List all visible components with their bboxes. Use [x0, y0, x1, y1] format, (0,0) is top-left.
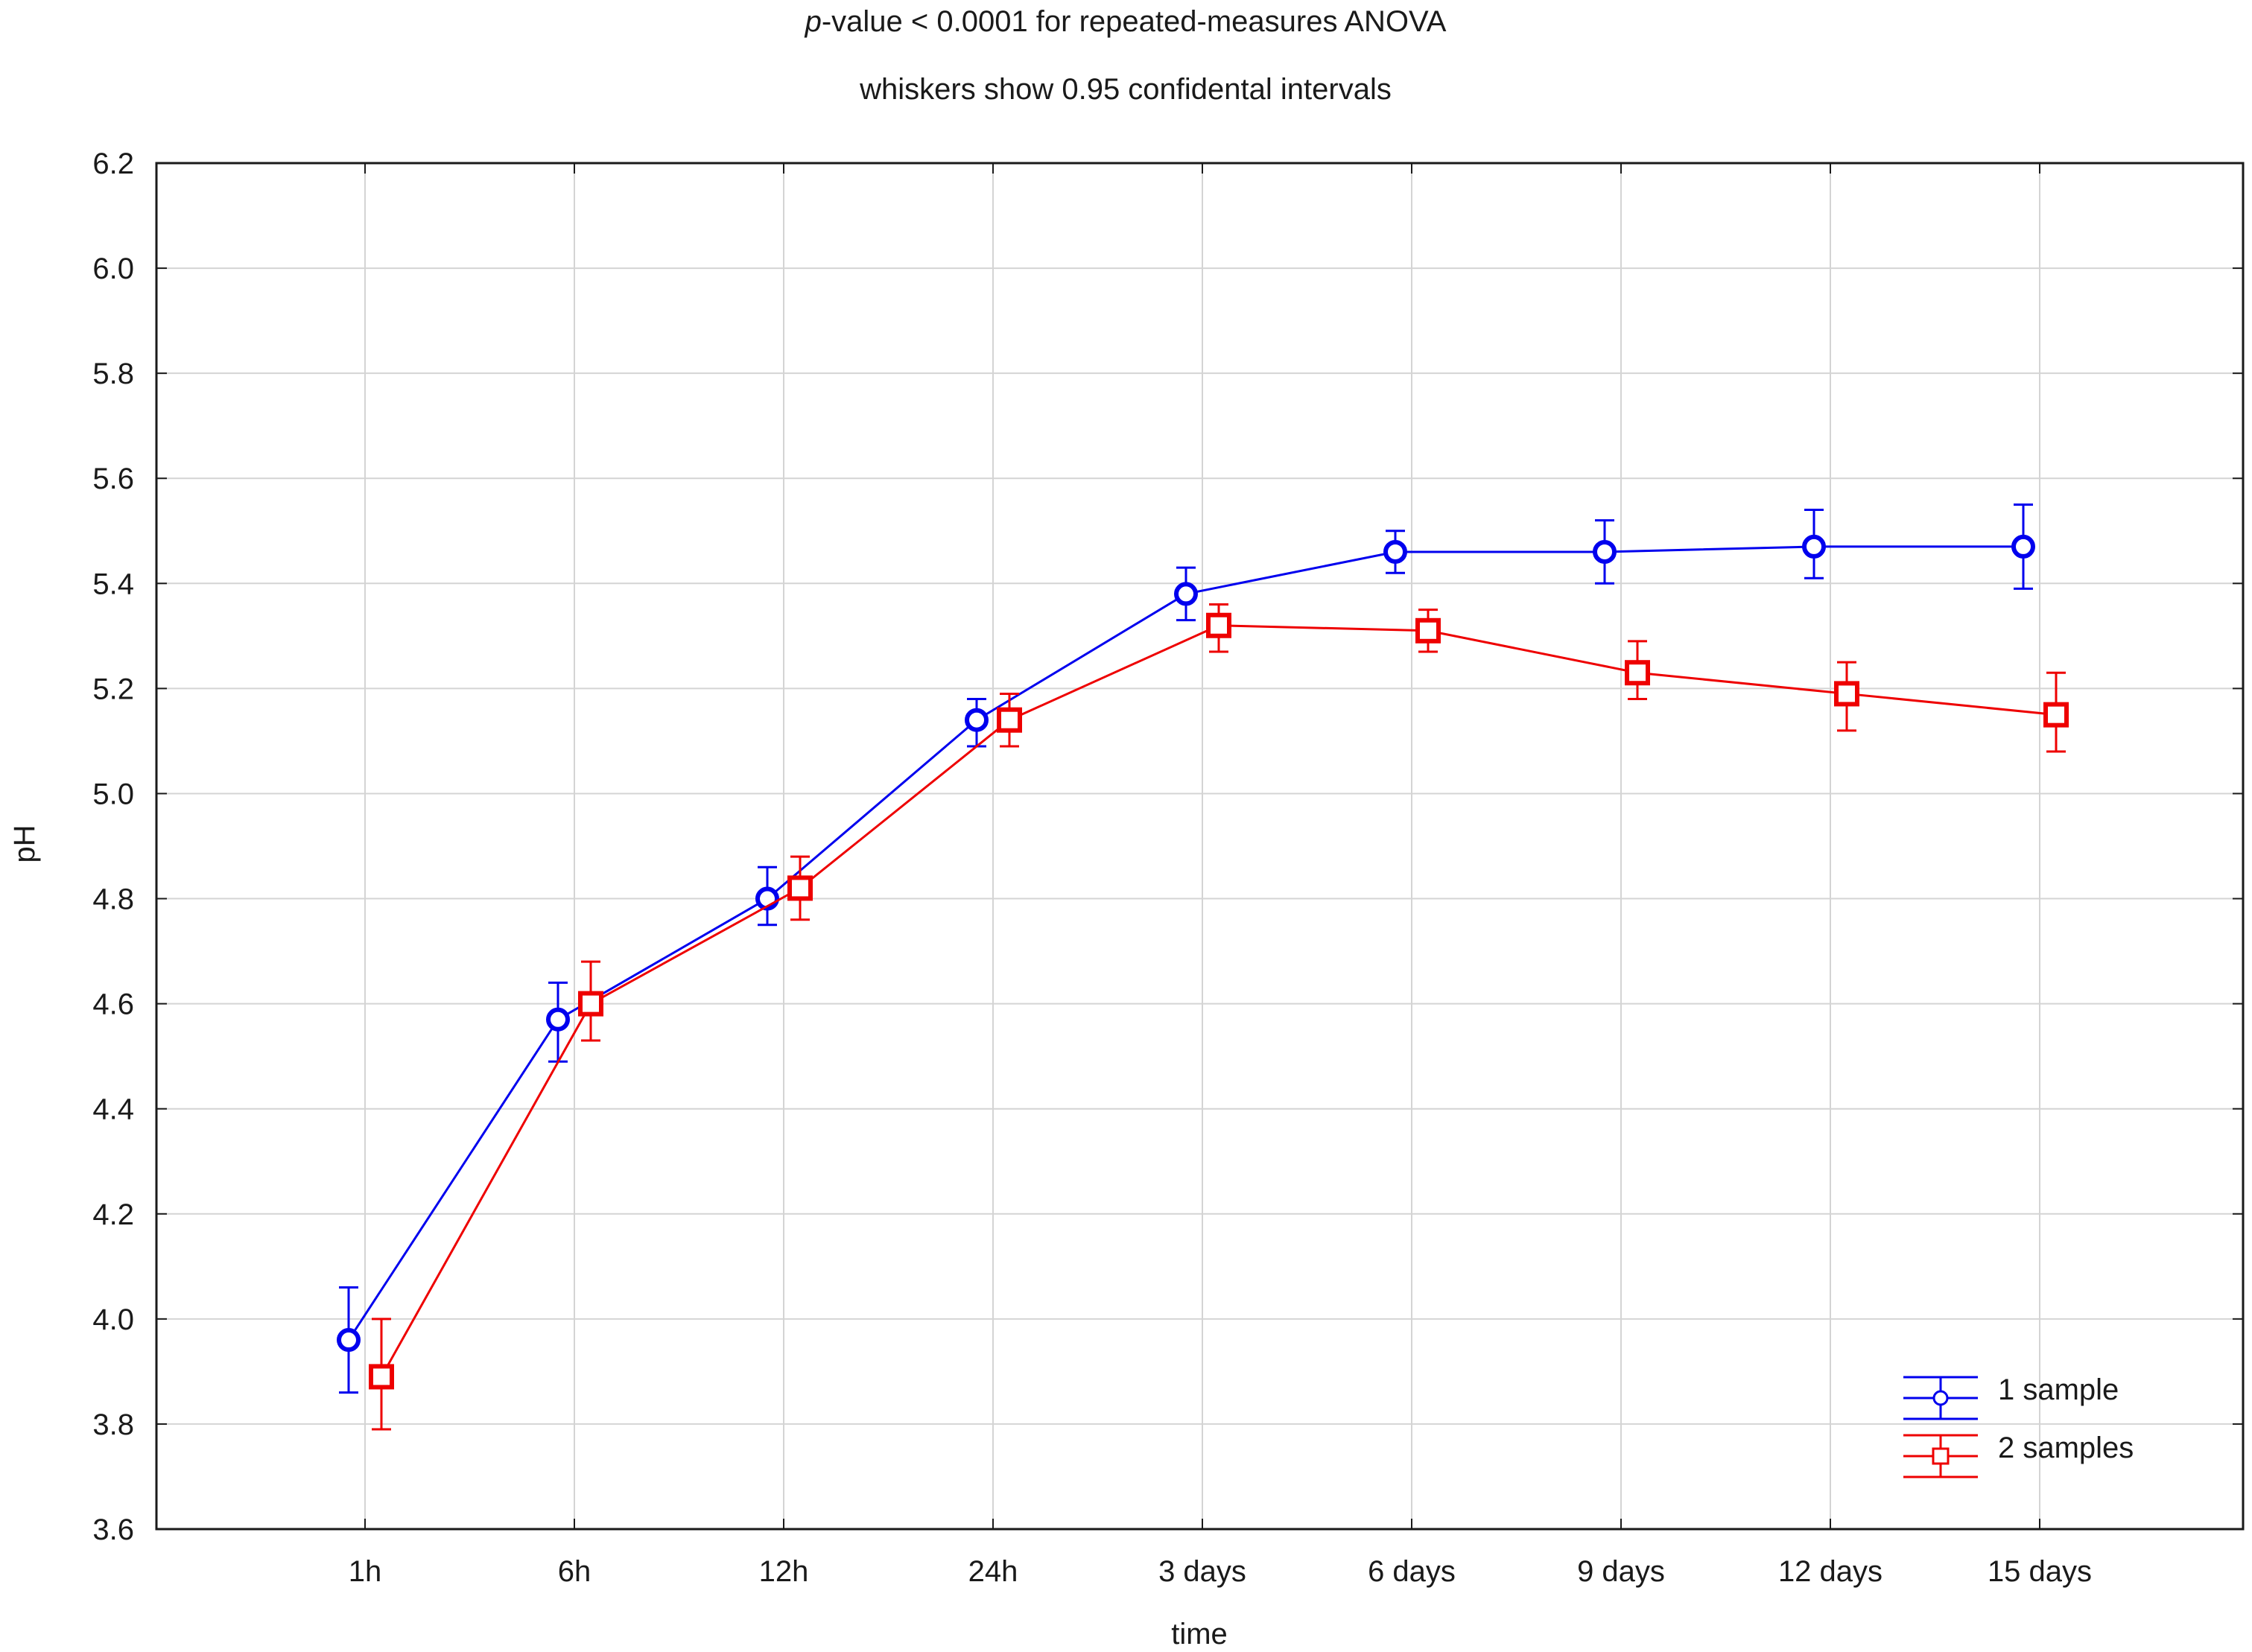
- data-point: [2011, 534, 2035, 559]
- series-2: [369, 603, 2069, 1431]
- y-tick-label: 5.8: [92, 358, 134, 390]
- x-tick-label: 9 days: [1577, 1555, 1665, 1588]
- plot-border: [155, 162, 2245, 1531]
- chart-title-rest: -value < 0.0001 for repeated-measures AN…: [822, 5, 1447, 38]
- data-point: [578, 991, 603, 1017]
- y-tick-label: 5.0: [92, 778, 134, 810]
- y-tick-label: 6.0: [92, 252, 134, 285]
- x-tick-label: 12h: [759, 1555, 809, 1588]
- y-tick-label: 4.6: [92, 988, 134, 1021]
- plot-frame: [155, 162, 2245, 1531]
- data-point: [1593, 539, 1617, 564]
- y-tick-label: 5.4: [92, 568, 134, 600]
- data-point: [1415, 617, 1441, 644]
- y-tick-label: 5.6: [92, 463, 134, 495]
- legend-item-1: 1 sample: [1903, 1373, 2119, 1420]
- data-point: [1206, 612, 1231, 638]
- x-axis-title: time: [1171, 1618, 1228, 1648]
- x-tick-label: 24h: [968, 1555, 1018, 1588]
- data-point: [1625, 660, 1650, 686]
- y-tick-label: 4.0: [92, 1303, 134, 1336]
- data-point: [965, 708, 989, 732]
- grid: [156, 163, 2243, 1529]
- x-tick-label: 1h: [349, 1555, 382, 1588]
- y-tick-label: 3.8: [92, 1408, 134, 1441]
- x-tick-label: 3 days: [1158, 1555, 1246, 1588]
- chart-title: p-value < 0.0001 for repeated-measures A…: [805, 5, 1447, 38]
- chart-subtitle: whiskers show 0.95 confidental intervals: [859, 73, 1392, 106]
- data-point: [1834, 681, 1859, 707]
- y-tick-label: 5.2: [92, 673, 134, 705]
- series-line: [347, 545, 2023, 1341]
- legend-item-2: 2 samples: [1903, 1432, 2134, 1478]
- series-layer: [337, 503, 2069, 1431]
- data-point: [369, 1364, 394, 1390]
- data-point: [337, 1328, 361, 1353]
- data-point: [1174, 582, 1198, 606]
- data-point: [997, 707, 1022, 733]
- legend-marker: [1932, 1447, 1950, 1465]
- legend-marker: [1932, 1390, 1949, 1406]
- y-axis: 3.6 3.8 4.0 4.2 4.4 4.6 4.8 5.0 5.2 5.4 5.6 5.8 6.0 6…: [92, 147, 2243, 1546]
- y-tick-label: 4.4: [92, 1093, 134, 1126]
- x-tick-label: 6h: [558, 1555, 591, 1588]
- data-point: [1802, 534, 1826, 559]
- y-tick-label: 4.2: [92, 1198, 134, 1231]
- series-1: [337, 503, 2035, 1394]
- legend-label: 2 samples: [1998, 1432, 2134, 1464]
- x-tick-label: 15 days: [1988, 1555, 2092, 1588]
- series-line: [380, 624, 2057, 1378]
- data-point: [2043, 702, 2069, 728]
- data-point: [546, 1007, 570, 1032]
- y-axis-title: pH: [8, 825, 41, 862]
- chart-title-p: p: [805, 5, 822, 38]
- y-tick-label: 4.8: [92, 883, 134, 916]
- data-point: [787, 875, 813, 901]
- x-axis: 1h 6h 12h 24h 3 days 6 days 9 days 12 days 15 da…: [349, 163, 2092, 1588]
- y-tick-label: 6.2: [92, 147, 134, 180]
- y-tick-label: 3.6: [92, 1513, 134, 1546]
- legend-label: 1 sample: [1998, 1373, 2119, 1406]
- x-tick-label: 12 days: [1778, 1555, 1883, 1588]
- legend: 1 sample 2 samples: [1903, 1373, 2134, 1478]
- data-point: [1383, 539, 1407, 564]
- x-tick-label: 6 days: [1368, 1555, 1456, 1588]
